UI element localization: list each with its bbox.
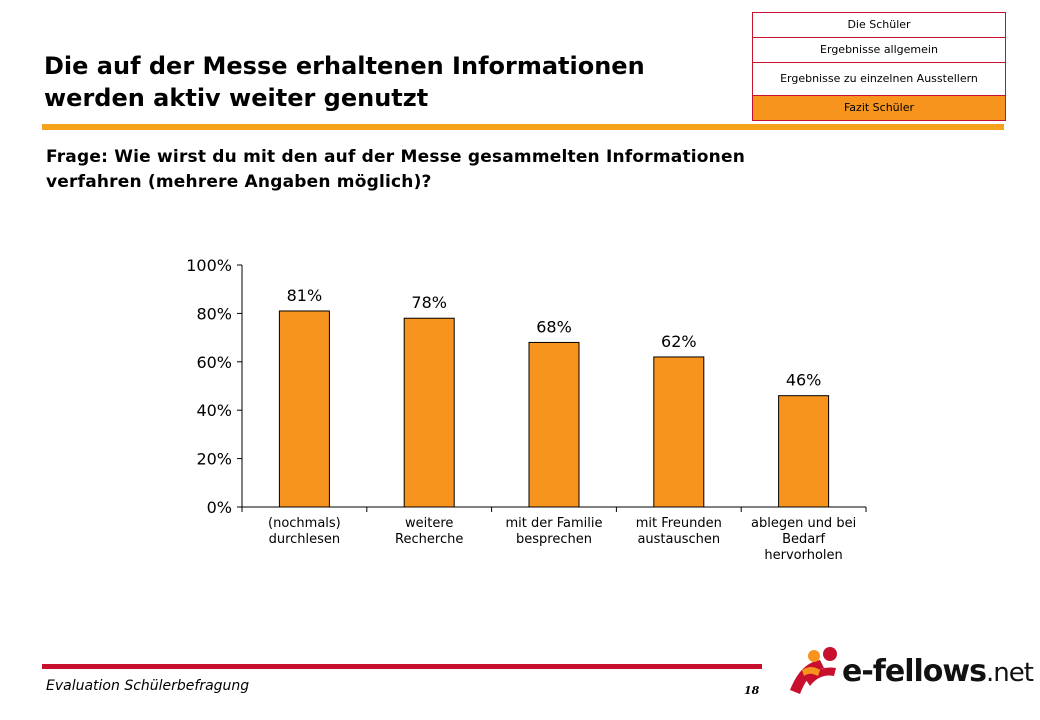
- y-tick-label: 0%: [207, 498, 232, 517]
- y-tick-label: 80%: [196, 304, 232, 323]
- x-category-label: Bedarf: [782, 532, 825, 547]
- nav-item-ergebnisse-allgemein[interactable]: Ergebnisse allgemein: [753, 38, 1005, 63]
- title-divider: [42, 124, 1004, 130]
- y-tick-label: 60%: [196, 353, 232, 372]
- bar-value-label: 78%: [411, 293, 447, 312]
- bar-value-label: 46%: [786, 371, 822, 390]
- logo-tld: .net: [985, 658, 1034, 688]
- nav-item-fazit-schueler[interactable]: Fazit Schüler: [753, 96, 1005, 121]
- x-category-label: besprechen: [516, 532, 592, 547]
- x-category-label: austauschen: [637, 532, 720, 547]
- bar-value-label: 68%: [536, 317, 572, 336]
- section-navigation: Die Schüler Ergebnisse allgemein Ergebni…: [752, 12, 1006, 121]
- bar-value-label: 81%: [287, 286, 323, 305]
- e-fellows-logo: e-fellows.net: [784, 640, 1034, 700]
- footer-divider: [42, 664, 762, 669]
- page-number: 18: [744, 684, 760, 697]
- bar: [653, 356, 705, 508]
- bar: [528, 341, 580, 508]
- survey-question-line-1: Frage: Wie wirst du mit den auf der Mess…: [46, 147, 746, 167]
- e-fellows-mark-icon: [790, 647, 837, 694]
- y-tick-label: 40%: [196, 401, 232, 420]
- footer-source: Evaluation Schülerbefragung: [46, 678, 250, 694]
- bar: [403, 317, 455, 508]
- page-title: Die auf der Messe erhaltenen Information…: [44, 50, 734, 114]
- survey-question-line-2: verfahren (mehrere Angaben möglich)?: [46, 172, 432, 192]
- x-category-label: Recherche: [395, 532, 463, 547]
- x-category-label: (nochmals): [268, 516, 341, 531]
- x-category-label: durchlesen: [269, 532, 341, 547]
- page-title-line-2: werden aktiv weiter genutzt: [44, 84, 429, 112]
- y-tick-label: 100%: [186, 256, 232, 275]
- bar: [278, 310, 330, 508]
- y-tick-label: 20%: [196, 450, 232, 469]
- nav-item-ergebnisse-aussteller[interactable]: Ergebnisse zu einzelnen Ausstellern: [753, 63, 1005, 96]
- x-category-label: hervorholen: [764, 548, 842, 563]
- bar-value-label: 62%: [661, 332, 697, 351]
- x-category-label: ablegen und bei: [751, 516, 856, 531]
- x-category-label: weitere: [405, 516, 453, 531]
- x-category-label: mit Freunden: [636, 516, 722, 531]
- nav-item-die-schueler[interactable]: Die Schüler: [753, 13, 1005, 38]
- survey-question: Frage: Wie wirst du mit den auf der Mess…: [46, 145, 946, 195]
- x-category-label: mit der Familie: [506, 516, 603, 531]
- bar: [778, 395, 830, 508]
- logo-name: e-fellows: [842, 654, 987, 689]
- logo-wordmark: e-fellows.net: [842, 654, 1034, 689]
- page-title-line-1: Die auf der Messe erhaltenen Information…: [44, 52, 645, 80]
